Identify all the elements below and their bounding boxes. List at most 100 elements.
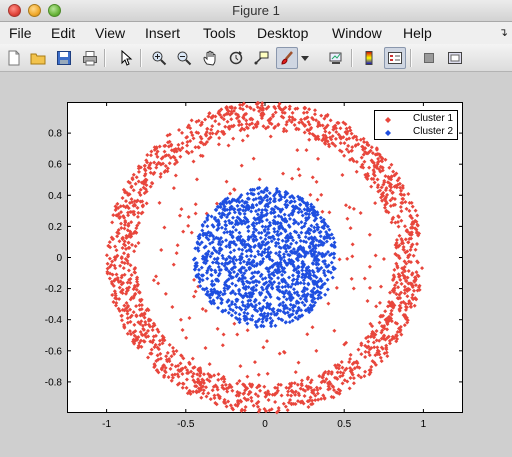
cluster-1-point (128, 280, 133, 285)
cluster-2-point (227, 207, 232, 212)
cluster-1-point (327, 210, 332, 215)
cluster-2-point (331, 236, 336, 241)
cluster-2-point (286, 236, 291, 241)
cluster-1-point (190, 356, 195, 361)
plot-axes[interactable] (67, 102, 463, 413)
cluster-1-point (350, 156, 355, 161)
cluster-2-point (322, 281, 327, 286)
menu-file[interactable]: File (9, 25, 32, 41)
cluster-2-point (307, 208, 312, 213)
open-file-icon[interactable] (27, 47, 49, 69)
select-arrow-icon[interactable] (115, 47, 137, 69)
cluster-1-point (141, 179, 146, 184)
cluster-1-point (312, 112, 317, 117)
cluster-2-point (223, 267, 228, 272)
cluster-1-point (220, 385, 225, 390)
cluster-1-point (402, 224, 407, 229)
colorbar-icon[interactable] (358, 47, 380, 69)
cluster-2-point (235, 215, 240, 220)
cluster-2-point (272, 226, 277, 231)
cluster-2-point (289, 261, 294, 266)
cluster-2-point (269, 321, 274, 326)
link-plot-icon[interactable] (325, 47, 347, 69)
minimize-window-button[interactable] (28, 4, 41, 17)
cluster-2-point (296, 308, 301, 313)
print-icon[interactable] (79, 47, 101, 69)
cluster-1-point (388, 290, 393, 295)
cluster-1-point (239, 408, 244, 413)
brush-dropdown-icon[interactable] (298, 47, 312, 69)
figure-toolbar (0, 44, 512, 72)
cluster-2-point (323, 292, 328, 297)
cluster-2-point (252, 245, 257, 250)
cluster-2-point (310, 288, 315, 293)
cluster-1-point (151, 278, 156, 283)
cluster-1-point (206, 114, 211, 119)
cluster-2-point (239, 307, 244, 312)
cluster-2-point (250, 317, 255, 322)
cluster-2-point (269, 210, 274, 215)
cluster-2-point (225, 196, 230, 201)
menu-desktop[interactable]: Desktop (257, 25, 309, 41)
cluster-1-point (282, 126, 287, 131)
data-cursor-icon[interactable] (250, 47, 272, 69)
new-figure-icon[interactable] (3, 47, 25, 69)
cluster-1-point (221, 332, 226, 337)
menu-edit[interactable]: Edit (51, 25, 76, 41)
cluster-1-point (196, 130, 201, 135)
cluster-1-point (171, 262, 176, 267)
cluster-2-point (288, 249, 293, 254)
cluster-1-point (369, 364, 374, 369)
cluster-1-point (256, 372, 261, 377)
hide-plot-tools-icon[interactable] (418, 47, 440, 69)
cluster-1-point (113, 244, 118, 249)
cluster-1-point (390, 217, 395, 222)
toolbar-separator (410, 49, 412, 67)
show-plot-tools-icon[interactable] (444, 47, 466, 69)
menu-window[interactable]: Window (332, 25, 382, 41)
cluster-1-point (388, 198, 393, 203)
cluster-1-point (416, 285, 421, 290)
cluster-1-point (287, 118, 292, 123)
cluster-1-point (385, 304, 390, 309)
legend-icon[interactable] (384, 47, 406, 69)
cluster-2-point (268, 294, 273, 299)
menu-tools[interactable]: Tools (203, 25, 236, 41)
cluster-2-point (208, 295, 213, 300)
cluster-1-point (184, 377, 189, 382)
cluster-2-point (248, 298, 253, 303)
cluster-1-point (148, 161, 153, 166)
cluster-2-point (288, 302, 293, 307)
cluster-1-point (148, 166, 153, 171)
cluster-1-point (169, 378, 174, 383)
cluster-1-point (397, 303, 402, 308)
brush-icon[interactable] (276, 47, 298, 69)
cluster-1-point (399, 188, 404, 193)
cluster-1-point (128, 332, 133, 337)
menu-view[interactable]: View (95, 25, 126, 41)
cluster-1-point (209, 127, 214, 132)
cluster-1-point (310, 175, 315, 180)
close-window-button[interactable] (8, 4, 21, 17)
menu-insert[interactable]: Insert (145, 25, 181, 41)
cluster-2-point (213, 268, 218, 273)
cluster-1-point (195, 380, 200, 385)
zoom-in-icon[interactable] (148, 47, 170, 69)
cluster-1-point (114, 248, 119, 253)
cluster-2-point (240, 247, 245, 252)
cluster-1-point (337, 257, 342, 262)
zoom-window-button[interactable] (48, 4, 61, 17)
cluster-1-point (351, 135, 356, 140)
zoom-out-icon[interactable] (173, 47, 195, 69)
menu-help[interactable]: Help (403, 25, 432, 41)
cluster-1-point (199, 395, 204, 400)
dock-arrow-icon[interactable]: ↴ (498, 27, 508, 39)
cluster-1-point (296, 360, 301, 365)
cluster-1-point (306, 375, 311, 380)
legend[interactable]: Cluster 1 Cluster 2 (374, 110, 458, 140)
save-icon[interactable] (53, 47, 75, 69)
rotate-3d-icon[interactable] (225, 47, 247, 69)
pan-hand-icon[interactable] (199, 47, 221, 69)
cluster-2-point (199, 273, 204, 278)
cluster-2-point (260, 319, 265, 324)
